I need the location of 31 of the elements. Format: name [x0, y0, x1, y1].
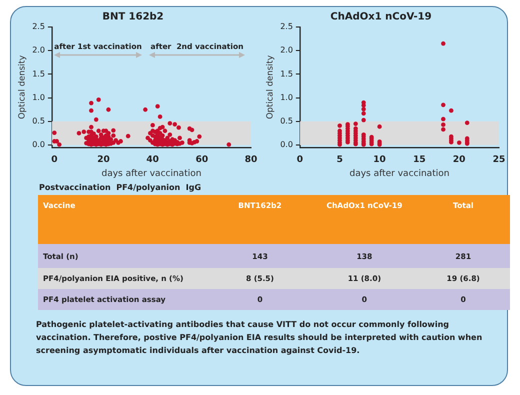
- x-tick-label: 60: [196, 155, 208, 166]
- x-axis-title: days after vaccination: [101, 168, 202, 179]
- x-tick-label: 80: [244, 155, 258, 166]
- y-tick-label: 1.0: [280, 92, 293, 102]
- y-tick-label: 2.0: [280, 46, 293, 55]
- text: Postvaccination PF4/polyanion IgG: [39, 183, 202, 192]
- x-tick-label: 20: [97, 155, 110, 166]
- y-tick-label: 1.0: [32, 92, 45, 102]
- y-tick-label: 1.5: [32, 69, 45, 78]
- y-tick-label: 0.0: [280, 140, 293, 150]
- y-tick-label: 2.0: [32, 46, 45, 55]
- y-tick-label: 0.5: [32, 116, 45, 126]
- y-tick-label: 0.5: [280, 116, 293, 126]
- x-tick-label: 25: [492, 155, 506, 166]
- y-axis-title: Optical density: [265, 55, 276, 120]
- y-tick-label: 2.5: [32, 22, 45, 32]
- y-tick-label: 0.0: [32, 140, 45, 150]
- y-tick-label: 1.5: [280, 69, 293, 78]
- y-axis-title: Optical density: [17, 55, 28, 120]
- chart-title: ChAdOx1 nCoV-19: [330, 12, 432, 23]
- x-tick-label: 15: [413, 155, 426, 166]
- text: Pathogenic platelet-activating antibodies that cause VITT do not occur commonly following vaccination. Therefore, postive PF4/polyanion EIA results should be interpreted with caution when screening asymptomatic individuals after vaccination against Covid-19.: [36, 319, 483, 357]
- x-tick-label: 5: [336, 155, 343, 166]
- x-tick-label: 10: [373, 155, 386, 166]
- x-tick-label: 40: [146, 155, 159, 166]
- x-axis-title: days after vaccination: [349, 168, 450, 179]
- x-tick-label: 20: [452, 155, 466, 166]
- chart-title: BNT 162b2: [102, 12, 164, 23]
- x-tick-label: 0: [51, 155, 58, 166]
- x-tick-label: 0: [296, 155, 304, 166]
- y-tick-label: 2.5: [280, 22, 293, 32]
